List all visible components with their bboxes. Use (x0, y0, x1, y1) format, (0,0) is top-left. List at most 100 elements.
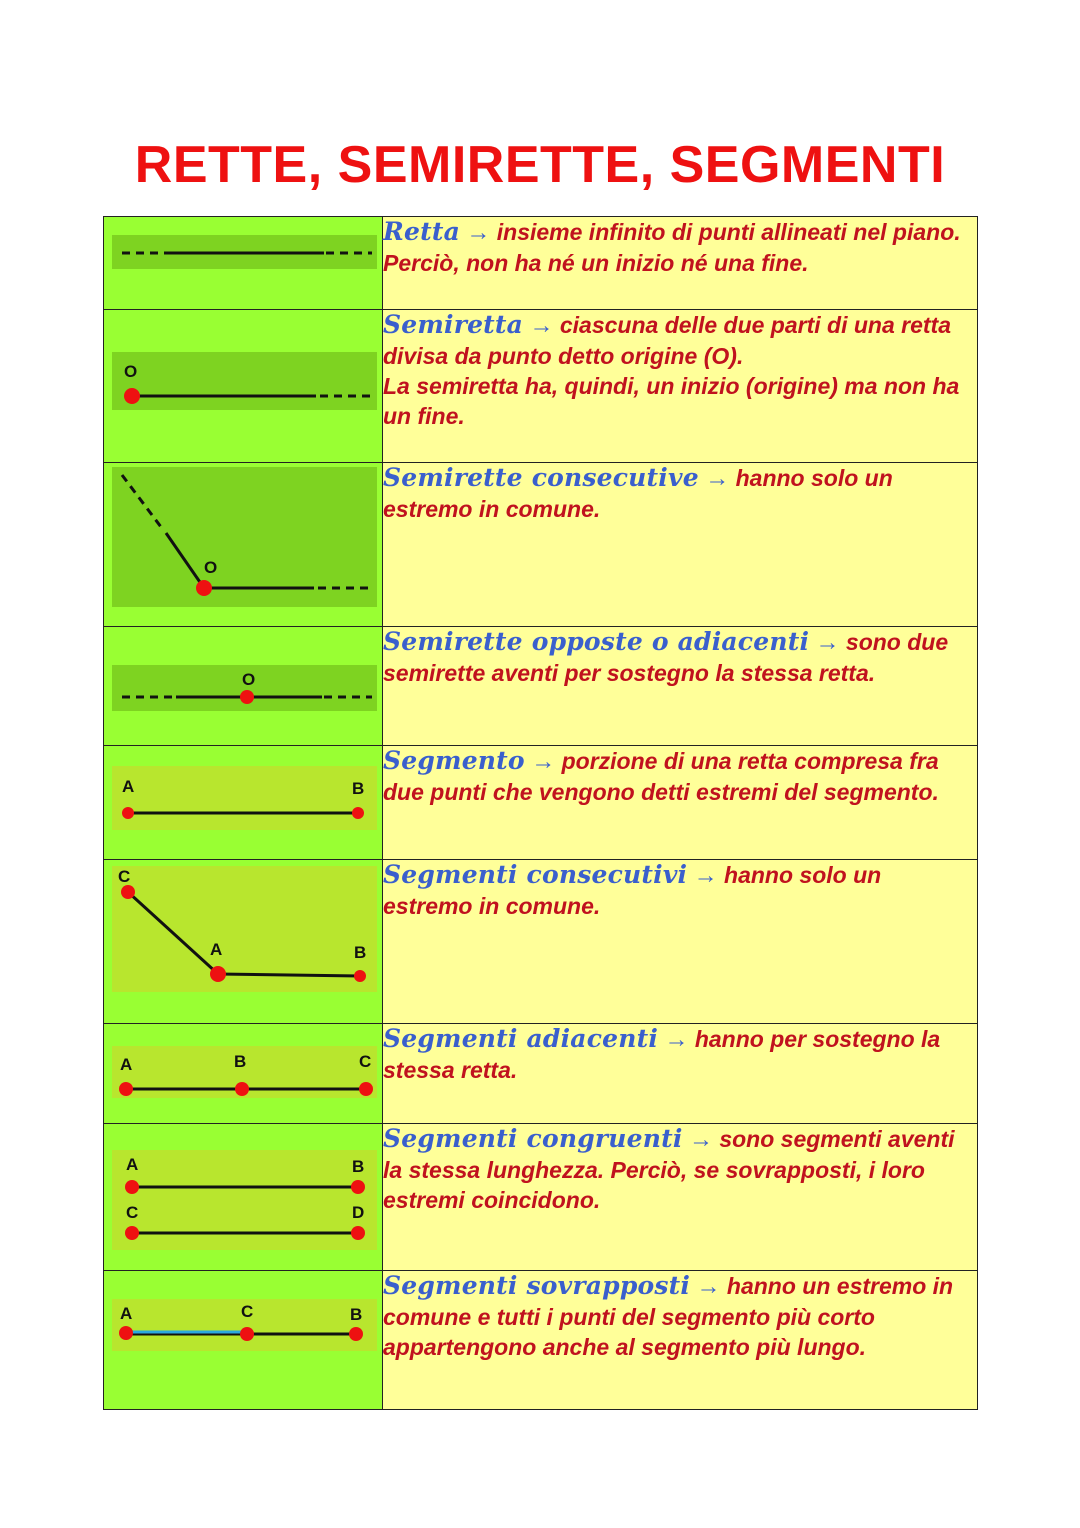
definition-text: ciascuna delle due parti di una retta di… (383, 312, 951, 369)
definition-segmenti-sovrapposti: Segmenti sovrapposti → hanno un estremo … (382, 1270, 978, 1410)
point-label: O (242, 670, 255, 689)
endpoint (354, 970, 366, 982)
semiretta-diagram: O (112, 352, 377, 410)
point-label: B (352, 779, 364, 798)
point-label: A (210, 940, 222, 959)
definition-text: porzione di una retta compresa fra due p… (383, 748, 939, 805)
point-label: A (120, 1055, 132, 1074)
endpoint (119, 1326, 133, 1340)
endpoint (240, 1327, 254, 1341)
definition-segmenti-congruenti: Segmenti congruenti → sono segmenti aven… (382, 1123, 978, 1271)
term-label: Segmenti sovrapposti (383, 1271, 691, 1300)
table-row: C A B Segmenti consecutivi → hanno solo … (103, 859, 978, 1024)
segmenti-consecutivi-diagram: C A B (112, 866, 377, 992)
figure-segmenti-consecutivi: C A B (103, 859, 383, 1024)
definition-text: insieme infinito di punti allineati nel … (383, 219, 961, 276)
figure-backdrop (112, 766, 377, 830)
endpoint (352, 807, 364, 819)
arrow-icon: → (815, 629, 840, 656)
point-label: D (352, 1203, 364, 1222)
segmenti-sovrapposti-diagram: A C B (112, 1299, 377, 1351)
point-label: A (122, 777, 134, 796)
point-label: B (354, 943, 366, 962)
figure-backdrop (112, 352, 377, 410)
dashed-line (120, 474, 166, 532)
point-label: A (126, 1155, 138, 1174)
point-label: O (124, 362, 137, 381)
figure-segmenti-sovrapposti: A C B (103, 1270, 383, 1410)
figure-backdrop (112, 1299, 377, 1351)
endpoint (125, 1226, 139, 1240)
arrow-icon: → (529, 312, 554, 339)
segment-line (217, 972, 361, 978)
table-row: Retta → insieme infinito di punti alline… (103, 216, 978, 310)
endpoint (122, 807, 134, 819)
segmento-diagram: A B (112, 766, 377, 830)
endpoint (351, 1180, 365, 1194)
figure-segmento: A B (103, 745, 383, 860)
endpoint (210, 966, 226, 982)
definition-segmenti-consecutivi: Segmenti consecutivi → hanno solo un est… (382, 859, 978, 1024)
term-label: Retta (383, 217, 460, 246)
definition-text: hanno un estremo in comune e tutti i pun… (383, 1273, 954, 1360)
line (164, 532, 206, 589)
point-label: B (352, 1157, 364, 1176)
origin-point (196, 580, 212, 596)
semirette-opposte-diagram: O (112, 665, 377, 711)
definition-text: La semiretta ha, quindi, un inizio (orig… (383, 373, 960, 429)
endpoint (235, 1082, 249, 1096)
definitions-table: Retta → insieme infinito di punti alline… (103, 216, 978, 1410)
point-label: A (120, 1304, 132, 1323)
endpoint (349, 1327, 363, 1341)
endpoint (121, 885, 135, 899)
definition-text: hanno solo un estremo in comune. (383, 862, 882, 919)
figure-retta (103, 216, 383, 310)
term-label: Semirette opposte o adiacenti (383, 627, 810, 656)
term-label: Segmenti congruenti (383, 1124, 683, 1153)
point-label: C (359, 1052, 371, 1071)
definition-semirette-opposte: Semirette opposte o adiacenti → sono due… (382, 626, 978, 746)
endpoint (351, 1226, 365, 1240)
figure-backdrop (112, 1150, 377, 1250)
arrow-icon: → (693, 862, 718, 889)
table-row: O Semirette consecutive → hanno solo un … (103, 462, 978, 627)
figure-backdrop (112, 866, 377, 992)
figure-backdrop (112, 467, 377, 607)
arrow-icon: → (466, 219, 491, 246)
definition-text: sono due semirette aventi per sostegno l… (383, 629, 949, 686)
arrow-icon: → (696, 1273, 721, 1300)
point-label: C (241, 1302, 253, 1321)
table-row: A B C D Segmenti congruenti → sono segme… (103, 1123, 978, 1271)
endpoint (125, 1180, 139, 1194)
table-row: O Semirette opposte o adiacenti → sono d… (103, 626, 978, 746)
segment-line (126, 890, 220, 976)
definition-retta: Retta → insieme infinito di punti alline… (382, 216, 978, 310)
arrow-icon: → (531, 748, 556, 775)
endpoint (119, 1082, 133, 1096)
definition-text: sono segmenti aventi la stessa lunghezza… (383, 1126, 955, 1213)
table-row: A C B Segmenti sovrapposti → hanno un es… (103, 1270, 978, 1410)
arrow-icon: → (688, 1126, 713, 1153)
figure-semirette-consecutive: O (103, 462, 383, 627)
definition-text: hanno per sostegno la stessa retta. (383, 1026, 941, 1083)
retta-diagram (112, 235, 377, 269)
point-label: B (234, 1052, 246, 1071)
segmenti-adiacenti-diagram: A B C (112, 1046, 377, 1098)
term-label: Segmenti consecutivi (383, 860, 688, 889)
figure-segmenti-congruenti: A B C D (103, 1123, 383, 1271)
term-label: Segmenti adiacenti (383, 1024, 659, 1053)
origin-point (124, 388, 140, 404)
arrow-icon: → (705, 465, 730, 492)
semirette-consecutive-diagram: O (112, 467, 377, 607)
term-label: Semirette consecutive (383, 463, 699, 492)
term-label: Segmento (383, 746, 525, 775)
table-row: O Semiretta → ciascuna delle due parti d… (103, 309, 978, 463)
endpoint (359, 1082, 373, 1096)
arrow-icon: → (664, 1026, 689, 1053)
figure-semiretta: O (103, 309, 383, 463)
page-title: RETTE, SEMIRETTE, SEGMENTI (134, 136, 946, 194)
point-label: C (126, 1203, 138, 1222)
table-row: A B Segmento → porzione di una retta com… (103, 745, 978, 860)
point-label: O (204, 558, 217, 577)
definition-segmenti-adiacenti: Segmenti adiacenti → hanno per sostegno … (382, 1023, 978, 1124)
